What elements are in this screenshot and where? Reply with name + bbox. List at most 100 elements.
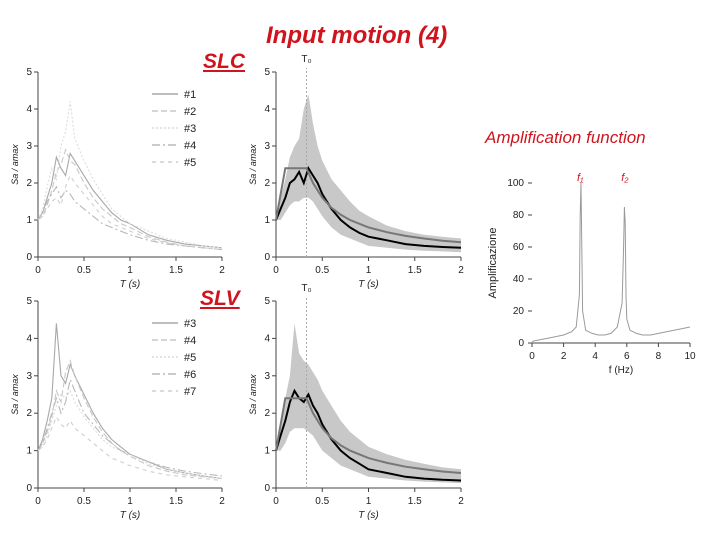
slv-normalized-y-tick-label: 0 bbox=[264, 483, 270, 494]
slc-records-y-tick-label: 1 bbox=[26, 215, 32, 226]
slc-records-y-tick-label: 3 bbox=[26, 141, 32, 152]
slc-records-x-tick-label: 1 bbox=[127, 265, 133, 276]
slc-normalized-x-tick-label: 0.5 bbox=[315, 265, 329, 276]
slc-records-series-n5 bbox=[37, 174, 223, 251]
slc-normalized-y-tick-label: 5 bbox=[264, 67, 270, 78]
slv-normalized-y-tick-label: 2 bbox=[264, 408, 270, 419]
slc-records-legend-label: #5 bbox=[184, 157, 196, 169]
slc-records-legend-label: #2 bbox=[184, 106, 196, 118]
slv-normalized-x-tick-label: 0 bbox=[273, 496, 279, 507]
slc-normalized-y-tick-label: 3 bbox=[264, 141, 270, 152]
slv-records-x-axis-label: T (s) bbox=[120, 510, 141, 521]
slv-records-x-tick-label: 1 bbox=[127, 496, 133, 507]
slv-records-y-tick-label: 5 bbox=[26, 296, 32, 307]
slc-records-legend-label: #4 bbox=[184, 140, 196, 152]
slv-records-y-tick-label: 2 bbox=[26, 408, 32, 419]
amplification-title: Amplification function bbox=[485, 128, 646, 147]
slv-records-y-tick-label: 4 bbox=[26, 333, 32, 344]
slc-normalized-x-tick-label: 2 bbox=[458, 265, 464, 276]
amplification-x-tick-label: 2 bbox=[561, 351, 567, 362]
slv-records-series-n6 bbox=[37, 377, 223, 477]
amplification-x-tick-label: 0 bbox=[529, 351, 535, 362]
slv-normalized-envelope-band bbox=[276, 323, 461, 484]
amplification-y-axis-label: Amplificazione bbox=[487, 228, 499, 299]
slc-normalized-x-tick-label: 0 bbox=[273, 265, 279, 276]
main-title: Input motion (4) bbox=[266, 22, 448, 49]
amplification-y-tick-label: 60 bbox=[513, 242, 525, 253]
slv-records-legend-label: #7 bbox=[184, 386, 196, 398]
slv-normalized-y-tick-label: 5 bbox=[264, 296, 270, 307]
slv-records-y-tick-label: 3 bbox=[26, 371, 32, 382]
amplification-y-tick-label: 0 bbox=[518, 338, 524, 349]
slc-records-series-n3 bbox=[37, 101, 223, 249]
slv-normalized-y-tick-label: 1 bbox=[264, 446, 270, 457]
slv-records-x-tick-label: 0 bbox=[35, 496, 41, 507]
amplification-x-axis-label: f (Hz) bbox=[609, 365, 633, 376]
slv-records-legend-label: #4 bbox=[184, 335, 196, 347]
amplification-y-tick-label: 40 bbox=[513, 274, 525, 285]
slc-normalized-x-tick-label: 1.5 bbox=[408, 265, 422, 276]
slc-records-x-tick-label: 0.5 bbox=[77, 265, 91, 276]
slv-records-series-n4 bbox=[37, 359, 223, 480]
slv-normalized-t0-label: T₀ bbox=[301, 283, 311, 294]
amplification-y-tick-label: 80 bbox=[513, 210, 525, 221]
amplification-x-tick-label: 4 bbox=[592, 351, 598, 362]
slv-records-legend-label: #3 bbox=[184, 318, 196, 330]
slv-records-series-n5 bbox=[37, 389, 223, 480]
slv-records-x-tick-label: 1.5 bbox=[169, 496, 183, 507]
slc-normalized-y-tick-label: 2 bbox=[264, 178, 270, 189]
slv-records-series-n3 bbox=[37, 323, 223, 480]
slv-records-series-n7 bbox=[37, 415, 223, 482]
slc-records-x-tick-label: 2 bbox=[219, 265, 225, 276]
slv-normalized-series-code-spectrum bbox=[275, 397, 462, 474]
slv-normalized-y-tick-label: 3 bbox=[264, 371, 270, 382]
slc-normalized-envelope-band bbox=[276, 94, 461, 253]
slc-records-legend-label: #3 bbox=[184, 123, 196, 135]
slv-records-y-tick-label: 1 bbox=[26, 446, 32, 457]
amplification-y-tick-label: 100 bbox=[507, 178, 524, 189]
slv-records-x-tick-label: 0.5 bbox=[77, 496, 91, 507]
slv-records-y-tick-label: 0 bbox=[26, 483, 32, 494]
slv-normalized-x-tick-label: 2 bbox=[458, 496, 464, 507]
slv-title: SLV bbox=[200, 287, 240, 310]
amplification-y-tick-label: 20 bbox=[513, 306, 525, 317]
slc-records-y-axis-label: Sa / amax bbox=[10, 144, 20, 185]
amplification-x-tick-label: 6 bbox=[624, 351, 630, 362]
slc-records-y-tick-label: 5 bbox=[26, 67, 32, 78]
slc-normalized-y-tick-label: 1 bbox=[264, 215, 270, 226]
slc-records-y-tick-label: 0 bbox=[26, 252, 32, 263]
amplification-peak-label: f₂ bbox=[621, 172, 629, 184]
slv-normalized-x-tick-label: 1.5 bbox=[408, 496, 422, 507]
slc-title: SLC bbox=[203, 50, 245, 73]
slv-records-x-tick-label: 2 bbox=[219, 496, 225, 507]
slc-records-series-n4 bbox=[37, 185, 223, 251]
slc-normalized-x-tick-label: 1 bbox=[366, 265, 372, 276]
slc-records-series-n2 bbox=[37, 148, 223, 251]
slc-normalized-y-axis-label: Sa / amax bbox=[248, 144, 258, 185]
slv-records-legend-label: #6 bbox=[184, 369, 196, 381]
slv-normalized-x-axis-label: T (s) bbox=[358, 510, 379, 521]
slc-normalized-y-tick-label: 4 bbox=[264, 104, 270, 115]
slc-records-legend-label: #1 bbox=[184, 89, 196, 101]
slc-records-x-axis-label: T (s) bbox=[120, 279, 141, 290]
slc-records-y-tick-label: 4 bbox=[26, 104, 32, 115]
slv-normalized-x-tick-label: 1 bbox=[366, 496, 372, 507]
slc-records-x-tick-label: 1.5 bbox=[169, 265, 183, 276]
slc-records-y-tick-label: 2 bbox=[26, 178, 32, 189]
slv-normalized-y-tick-label: 4 bbox=[264, 333, 270, 344]
amplification-x-tick-label: 8 bbox=[656, 351, 662, 362]
slc-records-x-tick-label: 0 bbox=[35, 265, 41, 276]
slv-normalized-y-axis-label: Sa / amax bbox=[248, 374, 258, 415]
slc-records-series-n1 bbox=[37, 151, 223, 249]
amplification-peak-label: f₁ bbox=[577, 172, 584, 184]
slc-normalized-t0-label: T₀ bbox=[301, 54, 311, 65]
slv-records-y-axis-label: Sa / amax bbox=[10, 374, 20, 415]
slc-normalized-series-mean bbox=[275, 165, 462, 249]
slc-normalized-x-axis-label: T (s) bbox=[358, 279, 379, 290]
amplification-series-amplification bbox=[531, 182, 691, 342]
slv-normalized-x-tick-label: 0.5 bbox=[315, 496, 329, 507]
amplification-x-tick-label: 10 bbox=[684, 351, 696, 362]
slc-normalized-y-tick-label: 0 bbox=[264, 252, 270, 263]
slv-records-legend-label: #5 bbox=[184, 352, 196, 364]
